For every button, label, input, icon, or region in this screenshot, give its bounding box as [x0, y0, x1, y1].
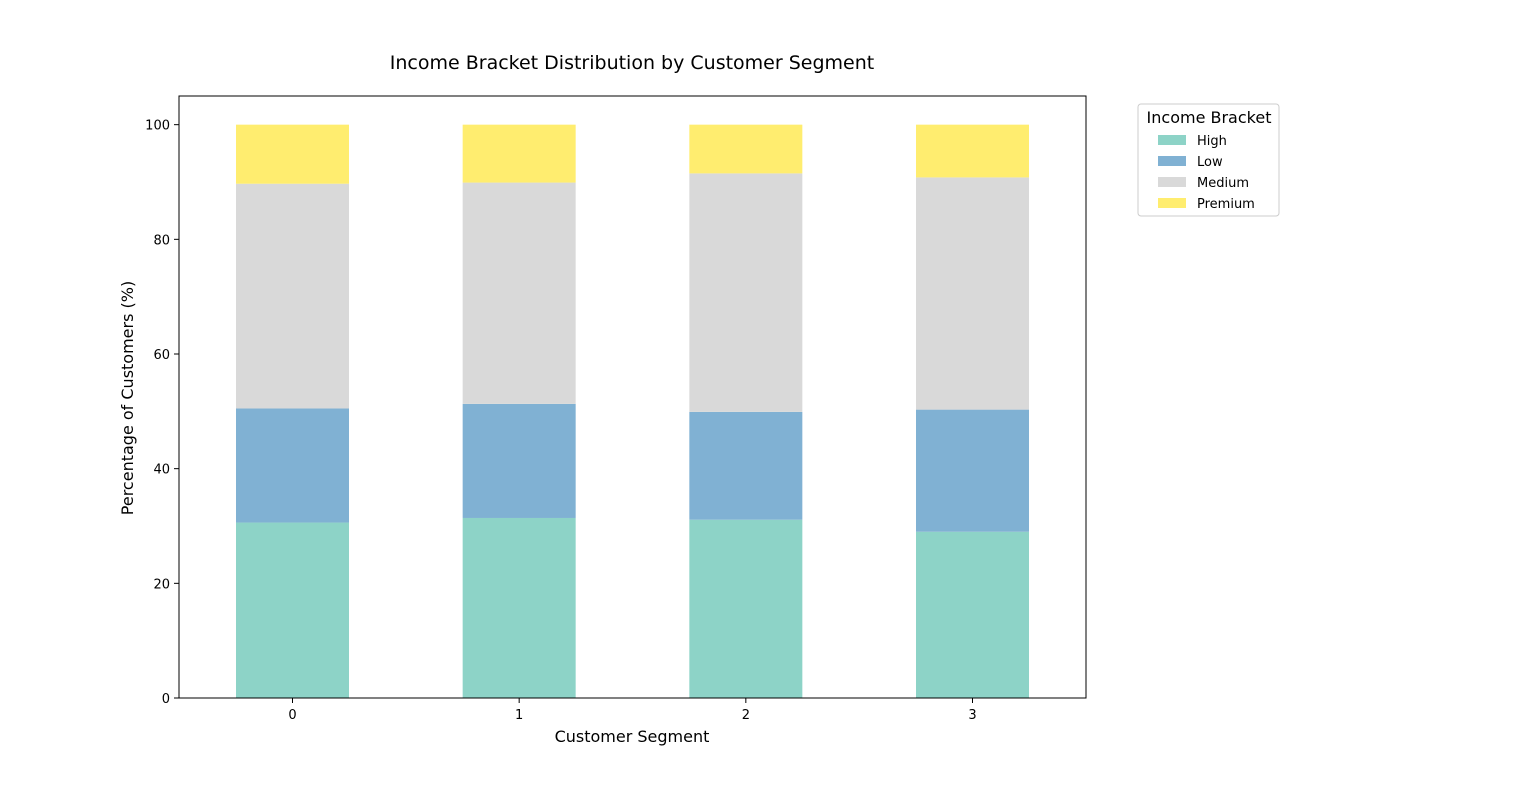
x-axis: 0 1 2 3	[288, 698, 977, 723]
legend-label-low: Low	[1197, 155, 1223, 170]
legend-label-high: High	[1197, 134, 1227, 149]
plot-area-frame	[178, 95, 1087, 699]
y-tick-label: 0	[162, 692, 170, 707]
x-tick-label: 2	[742, 708, 750, 723]
x-axis-label: Customer Segment	[555, 727, 710, 746]
bar-high-segment-1	[462, 517, 576, 698]
legend: Income Bracket High Low Medium Premium	[1137, 103, 1280, 217]
legend-items: High Low Medium Premium	[1158, 134, 1255, 212]
bar-premium-segment-3	[916, 124, 1029, 178]
legend-swatch-low	[1158, 156, 1186, 166]
bar-low-segment-1	[462, 403, 576, 518]
y-tick-label: 40	[153, 463, 170, 478]
bar-medium-segment-1	[462, 182, 576, 404]
legend-label-medium: Medium	[1197, 176, 1249, 191]
bar-premium-segment-2	[689, 124, 803, 174]
legend-frame	[1137, 103, 1280, 217]
bar-high-segment-3	[916, 531, 1029, 698]
y-tick-label: 20	[153, 577, 170, 592]
bars-group	[236, 124, 1029, 698]
legend-title: Income Bracket	[1147, 108, 1272, 127]
y-axis-label: Percentage of Customers (%)	[118, 281, 137, 515]
legend-swatch-premium	[1158, 198, 1186, 208]
bar-low-segment-3	[916, 409, 1029, 532]
legend-label-premium: Premium	[1197, 197, 1255, 212]
bar-high-segment-2	[689, 519, 803, 698]
bar-high-segment-0	[236, 522, 349, 698]
y-tick-label: 100	[145, 119, 170, 134]
bar-medium-segment-2	[689, 173, 803, 412]
x-tick-label: 3	[968, 708, 976, 723]
chart-title: Income Bracket Distribution by Customer …	[390, 52, 874, 74]
y-tick-label: 60	[153, 348, 170, 363]
legend-swatch-high	[1158, 135, 1186, 145]
x-tick-label: 0	[288, 708, 296, 723]
x-tick-label: 1	[515, 708, 523, 723]
bar-premium-segment-1	[462, 124, 576, 183]
bar-medium-segment-3	[916, 177, 1029, 410]
legend-swatch-medium	[1158, 177, 1186, 187]
bar-premium-segment-0	[236, 124, 349, 184]
y-axis: 0 20 40 60 80 100	[145, 119, 179, 707]
bar-medium-segment-0	[236, 183, 349, 409]
bar-low-segment-0	[236, 408, 349, 523]
y-tick-label: 80	[153, 233, 170, 248]
bar-low-segment-2	[689, 411, 803, 520]
